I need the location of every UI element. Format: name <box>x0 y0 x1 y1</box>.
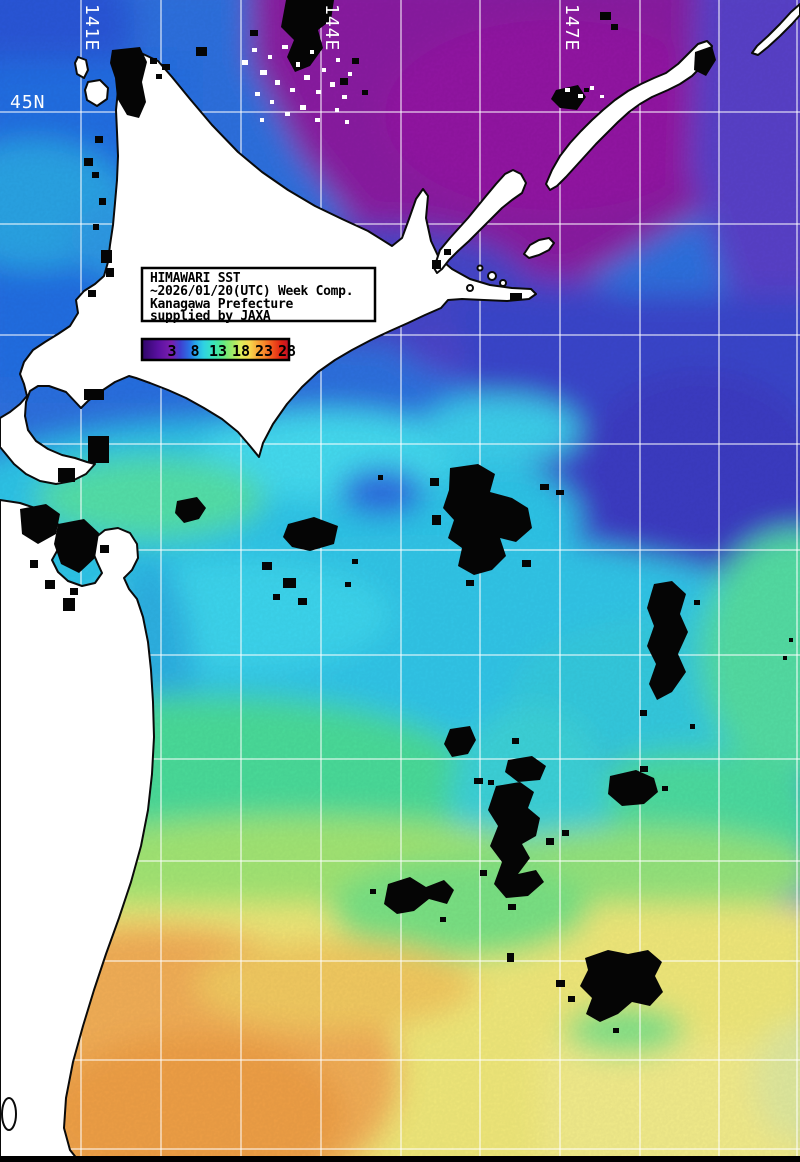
rishiri-island <box>84 79 109 107</box>
info-title: HIMAWARI SST <box>150 271 241 286</box>
habomai-islet <box>476 264 484 272</box>
cloud-mask <box>20 0 793 1033</box>
lon-label-147e: 147E <box>561 4 582 51</box>
info-box: HIMAWARI SST ~2026/01/20(UTC) Week Comp.… <box>140 266 377 324</box>
colorbar-tick: 3 <box>167 342 176 360</box>
info-supplier: supplied by JAXA <box>150 309 271 324</box>
colorbar-tick: 28 <box>278 342 296 360</box>
lat-label-45n: 45N <box>10 92 46 113</box>
sst-colorbar: 3 8 13 18 23 28 <box>140 337 296 362</box>
urup-island <box>751 3 800 56</box>
grid-labels: 45N 141E 144E 147E <box>10 4 582 113</box>
colorbar-tick: 23 <box>255 342 273 360</box>
info-date: ~2026/01/20(UTC) Week Comp. <box>150 284 353 299</box>
bottom-data-gap-bar <box>0 1156 800 1162</box>
info-prefecture: Kanagawa Prefecture <box>150 297 293 312</box>
colorbar-tick: 18 <box>232 342 250 360</box>
habomai-islet <box>487 271 497 281</box>
kunashiri-island <box>433 169 527 274</box>
kinkasan-island <box>1 1097 17 1131</box>
colorbar-tick: 8 <box>190 342 199 360</box>
shikotan-island <box>523 237 555 259</box>
lon-label-141e: 141E <box>81 4 102 51</box>
rebun-island <box>74 56 89 79</box>
colorbar-tick: 13 <box>209 342 227 360</box>
honshu-landmass <box>0 499 155 1162</box>
sea-ice-speckles <box>242 45 604 124</box>
lon-label-144e: 144E <box>321 4 342 51</box>
colorbar-gradient <box>140 337 291 362</box>
habomai-islet <box>499 279 507 287</box>
habomai-islet <box>466 284 474 292</box>
